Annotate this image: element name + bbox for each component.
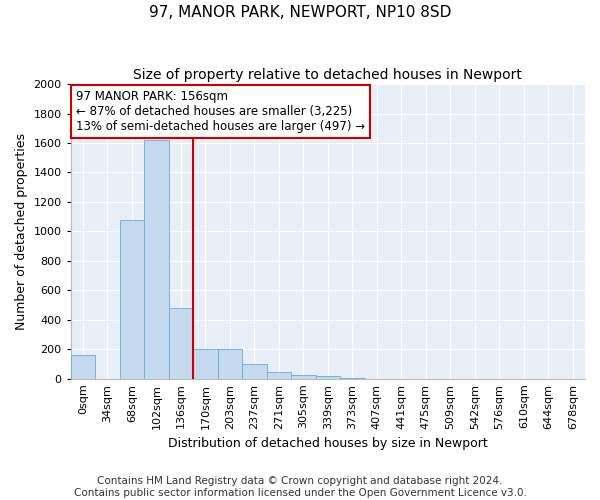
Y-axis label: Number of detached properties: Number of detached properties <box>15 133 28 330</box>
Bar <box>316 376 340 379</box>
Title: Size of property relative to detached houses in Newport: Size of property relative to detached ho… <box>133 68 522 82</box>
Bar <box>291 374 316 379</box>
Bar <box>340 378 365 379</box>
Text: 97 MANOR PARK: 156sqm
← 87% of detached houses are smaller (3,225)
13% of semi-d: 97 MANOR PARK: 156sqm ← 87% of detached … <box>76 90 365 133</box>
Bar <box>266 372 291 379</box>
Bar <box>242 364 266 379</box>
X-axis label: Distribution of detached houses by size in Newport: Distribution of detached houses by size … <box>168 437 488 450</box>
Text: 97, MANOR PARK, NEWPORT, NP10 8SD: 97, MANOR PARK, NEWPORT, NP10 8SD <box>149 5 451 20</box>
Text: Contains HM Land Registry data © Crown copyright and database right 2024.
Contai: Contains HM Land Registry data © Crown c… <box>74 476 526 498</box>
Bar <box>144 140 169 379</box>
Bar <box>169 308 193 379</box>
Bar <box>193 350 218 379</box>
Bar <box>119 220 144 379</box>
Bar <box>71 355 95 379</box>
Bar <box>218 350 242 379</box>
